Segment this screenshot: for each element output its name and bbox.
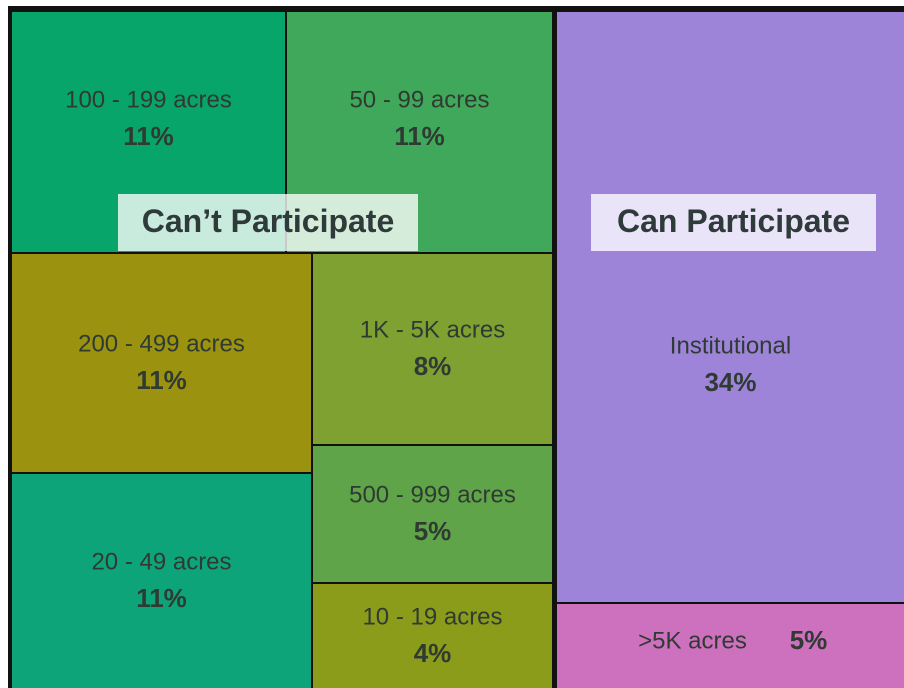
cell-label: 20 - 49 acres bbox=[91, 548, 231, 575]
value-label: 11% bbox=[394, 121, 445, 151]
cell bbox=[313, 446, 552, 582]
cell-label: 10 - 19 acres bbox=[362, 603, 502, 630]
cell-label: Institutional bbox=[670, 332, 791, 359]
value-label: 5% bbox=[790, 625, 828, 655]
cell bbox=[12, 254, 311, 472]
cell-label: 200 - 499 acres bbox=[78, 330, 245, 357]
cells: 100 - 199 acres 11% 50 - 99 acres 11% 200 - … bbox=[12, 12, 904, 688]
group-label: Can’t Participate bbox=[142, 203, 395, 239]
value-label: 11% bbox=[123, 121, 174, 151]
group-label-box bbox=[118, 194, 418, 251]
value-label: 11% bbox=[136, 583, 187, 613]
cell-label: 500 - 999 acres bbox=[349, 481, 516, 508]
cell bbox=[12, 474, 311, 688]
cell bbox=[313, 584, 552, 688]
value-label: 8% bbox=[414, 351, 452, 381]
value-label: 11% bbox=[136, 365, 187, 395]
cell-label: 1K - 5K acres bbox=[360, 316, 505, 343]
cell-label: 50 - 99 acres bbox=[349, 86, 489, 113]
value-label: 5% bbox=[414, 516, 452, 546]
cell-label: >5K acres bbox=[638, 627, 747, 654]
cell bbox=[313, 254, 552, 444]
value-label: 4% bbox=[414, 638, 452, 668]
group-label: Can Participate bbox=[617, 203, 850, 239]
cell bbox=[557, 604, 904, 688]
cell bbox=[557, 12, 904, 602]
value-label: 34% bbox=[704, 367, 756, 397]
cell-label: 100 - 199 acres bbox=[65, 86, 232, 113]
group-labels: Can’t Participate Can Participate bbox=[118, 194, 876, 251]
group-label-box bbox=[591, 194, 876, 251]
